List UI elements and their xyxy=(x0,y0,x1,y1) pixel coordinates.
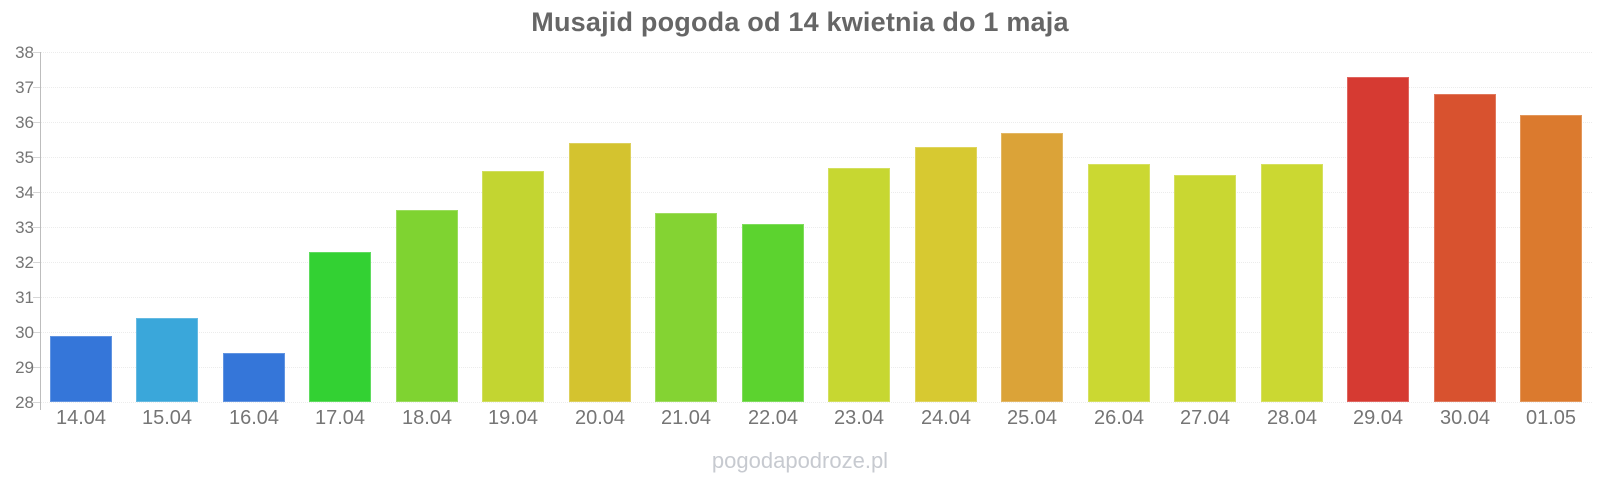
x-axis-label-27.04: 27.04 xyxy=(1179,407,1231,429)
chart-title: Musajid pogoda od 14 kwietnia do 1 maja xyxy=(531,7,1069,37)
x-axis-label-24.04: 24.04 xyxy=(920,407,972,429)
x-axis-label-17.04: 17.04 xyxy=(314,407,366,429)
x-axis-label-22.04: 22.04 xyxy=(747,407,799,429)
bar-26.04[interactable] xyxy=(1088,164,1150,402)
bar-15.04[interactable] xyxy=(136,318,198,402)
gridline-29 xyxy=(40,367,1592,368)
y-axis-tick-35 xyxy=(33,157,40,158)
gridline-36 xyxy=(40,122,1592,123)
x-axis-label-19.04: 19.04 xyxy=(487,407,539,429)
bar-25.04[interactable] xyxy=(1001,132,1063,402)
y-axis-line xyxy=(40,52,41,410)
bar-23.04[interactable] xyxy=(828,167,890,402)
x-axis-label-30.04: 30.04 xyxy=(1439,407,1491,429)
y-axis-label-37: 37 xyxy=(15,78,34,97)
x-axis-label-20.04: 20.04 xyxy=(574,407,626,429)
bar-20.04[interactable] xyxy=(569,143,631,402)
bar-01.05[interactable] xyxy=(1520,115,1582,402)
x-axis-label-25.04: 25.04 xyxy=(1006,407,1058,429)
y-axis-tick-31 xyxy=(33,297,40,298)
y-axis-tick-33 xyxy=(33,227,40,228)
x-axis-label-14.04: 14.04 xyxy=(55,407,107,429)
bar-18.04[interactable] xyxy=(396,209,458,402)
bar-27.04[interactable] xyxy=(1174,174,1236,402)
x-axis-label-26.04: 26.04 xyxy=(1093,407,1145,429)
gridline-28 xyxy=(40,402,1592,403)
y-axis-label-35: 35 xyxy=(15,148,34,167)
bar-28.04[interactable] xyxy=(1261,164,1323,402)
gridline-33 xyxy=(40,227,1592,228)
x-axis-label-01.05: 01.05 xyxy=(1525,407,1577,429)
gridline-35 xyxy=(40,157,1592,158)
gridline-34 xyxy=(40,192,1592,193)
gridline-30 xyxy=(40,332,1592,333)
bar-21.04[interactable] xyxy=(655,213,717,402)
y-axis-label-34: 34 xyxy=(15,183,34,202)
x-axis-label-28.04: 28.04 xyxy=(1266,407,1318,429)
y-axis-label-31: 31 xyxy=(15,288,34,307)
gridline-32 xyxy=(40,262,1592,263)
x-axis-label-23.04: 23.04 xyxy=(833,407,885,429)
y-axis-label-30: 30 xyxy=(15,323,34,342)
y-axis-label-32: 32 xyxy=(15,253,34,272)
y-axis-tick-28 xyxy=(33,402,40,403)
bar-17.04[interactable] xyxy=(309,251,371,402)
gridline-37 xyxy=(40,87,1592,88)
x-axis-label-29.04: 29.04 xyxy=(1352,407,1404,429)
y-axis-tick-29 xyxy=(33,367,40,368)
y-axis-tick-38 xyxy=(33,52,40,53)
y-axis-tick-32 xyxy=(33,262,40,263)
y-axis-label-36: 36 xyxy=(15,113,34,132)
bar-24.04[interactable] xyxy=(915,146,977,402)
x-axis-label-15.04: 15.04 xyxy=(141,407,193,429)
y-axis-label-29: 29 xyxy=(15,358,34,377)
watermark: pogodapodroze.pl xyxy=(711,448,889,473)
x-axis-label-21.04: 21.04 xyxy=(660,407,712,429)
y-axis-label-33: 33 xyxy=(15,218,34,237)
y-axis-label-28: 28 xyxy=(15,393,34,412)
y-axis-tick-36 xyxy=(33,122,40,123)
bar-29.04[interactable] xyxy=(1347,76,1409,402)
bar-16.04[interactable] xyxy=(223,353,285,402)
bar-22.04[interactable] xyxy=(742,223,804,402)
x-axis-label-18.04: 18.04 xyxy=(401,407,453,429)
bar-30.04[interactable] xyxy=(1434,94,1496,402)
gridline-31 xyxy=(40,297,1592,298)
gridline-38 xyxy=(40,52,1592,53)
y-axis-tick-37 xyxy=(33,87,40,88)
bar-19.04[interactable] xyxy=(482,171,544,402)
bar-14.04[interactable] xyxy=(50,335,112,402)
y-axis-tick-30 xyxy=(33,332,40,333)
x-axis-label-16.04: 16.04 xyxy=(228,407,280,429)
y-axis-label-38: 38 xyxy=(15,43,34,62)
y-axis-tick-34 xyxy=(33,192,40,193)
